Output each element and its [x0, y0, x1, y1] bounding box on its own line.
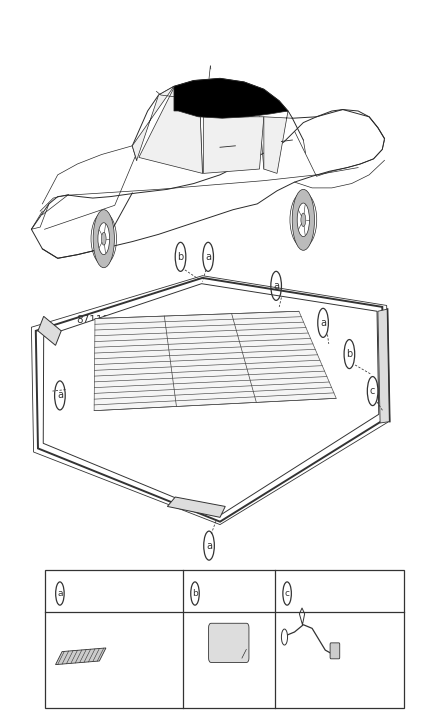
Polygon shape: [43, 284, 379, 516]
Ellipse shape: [93, 209, 114, 268]
Text: b: b: [192, 589, 198, 598]
Polygon shape: [38, 316, 61, 345]
Ellipse shape: [292, 189, 315, 250]
Text: 86121A: 86121A: [93, 621, 128, 630]
Polygon shape: [264, 111, 292, 174]
Polygon shape: [94, 311, 336, 411]
Text: b: b: [346, 349, 352, 359]
Ellipse shape: [297, 203, 309, 236]
Ellipse shape: [98, 222, 110, 254]
Text: 86124D: 86124D: [93, 631, 128, 640]
Text: 96270C: 96270C: [292, 589, 332, 598]
Text: a: a: [205, 252, 211, 262]
Text: c: c: [370, 386, 375, 396]
Polygon shape: [31, 110, 385, 258]
Polygon shape: [132, 87, 174, 161]
Ellipse shape: [301, 213, 306, 227]
Polygon shape: [378, 309, 390, 423]
Ellipse shape: [102, 233, 106, 245]
Text: 87111A: 87111A: [77, 315, 117, 325]
Text: 87864: 87864: [203, 589, 237, 598]
Polygon shape: [36, 278, 385, 522]
Text: c: c: [285, 589, 290, 598]
Text: a: a: [206, 541, 212, 550]
FancyBboxPatch shape: [330, 643, 340, 659]
Text: 87131E: 87131E: [266, 315, 306, 325]
Polygon shape: [174, 79, 288, 119]
Text: a: a: [57, 390, 63, 401]
Polygon shape: [55, 648, 106, 664]
Ellipse shape: [282, 629, 288, 645]
Polygon shape: [203, 117, 264, 174]
Text: a: a: [320, 318, 326, 328]
Polygon shape: [167, 497, 225, 518]
FancyBboxPatch shape: [44, 570, 404, 708]
Polygon shape: [139, 88, 202, 174]
Text: b: b: [177, 252, 183, 262]
Text: a: a: [57, 589, 62, 598]
Text: 87136: 87136: [75, 402, 108, 412]
FancyBboxPatch shape: [209, 623, 249, 662]
Text: a: a: [273, 281, 279, 291]
